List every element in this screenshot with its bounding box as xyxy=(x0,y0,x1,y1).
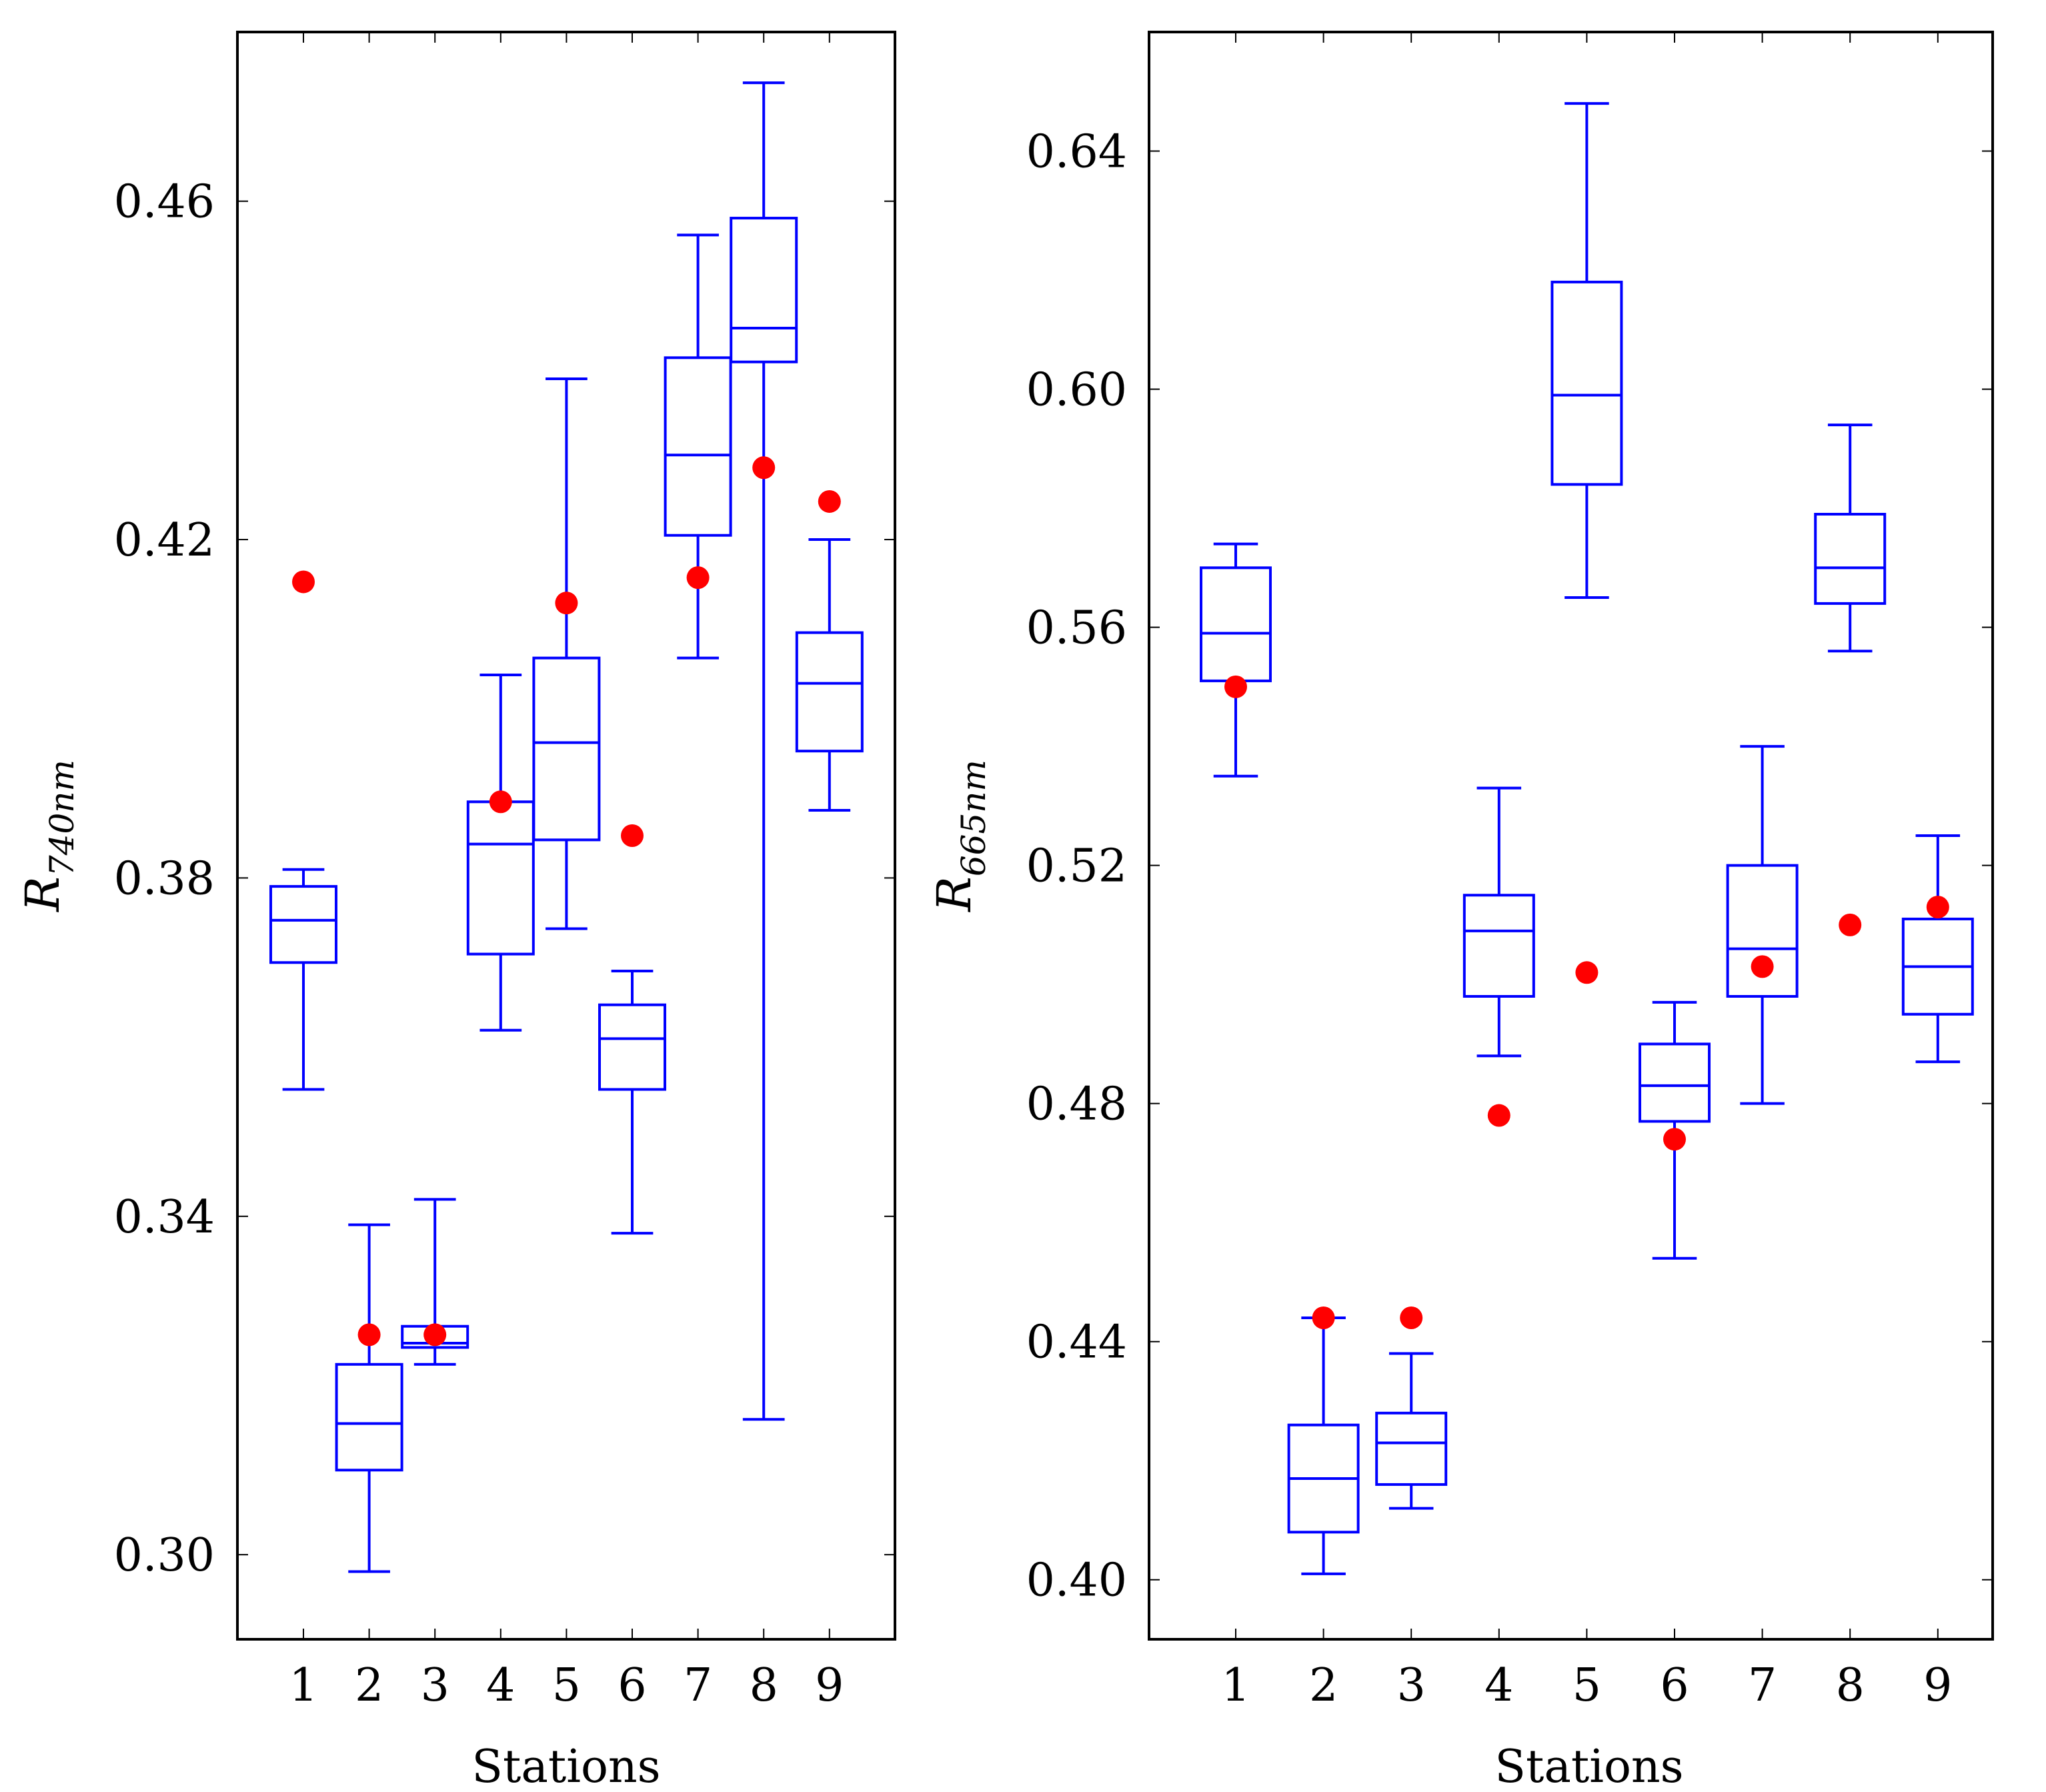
right-y-tick-label: 0.48 xyxy=(1026,1078,1127,1131)
right-x-tick-label: 9 xyxy=(1923,1659,1952,1712)
right-box-station-6 xyxy=(1639,1000,1711,1260)
right-box-station-5 xyxy=(1551,102,1623,599)
right-x-tick-label: 7 xyxy=(1748,1659,1777,1712)
left-y-axis-title: R740nm xyxy=(15,760,81,913)
left-point-station-7 xyxy=(686,566,710,590)
left-box-station-4 xyxy=(466,674,535,1032)
right-point-station-7 xyxy=(1751,955,1774,978)
right-x-tick-label: 8 xyxy=(1836,1659,1865,1712)
right-box-station-4 xyxy=(1462,786,1535,1058)
right-chart-panel: 0.40 0.44 0.48 0.52 0.56 0.60 0.64 1 2 3 4 5 6 7 8 9 St… xyxy=(927,31,1994,1792)
left-y-tick-label: 0.30 xyxy=(114,1529,215,1582)
left-x-tick-label: 5 xyxy=(552,1659,581,1712)
iqr-box xyxy=(269,885,337,964)
right-box-station-8 xyxy=(1814,423,1887,653)
left-y-tick-label: 0.46 xyxy=(114,176,215,229)
right-y-tick-label: 0.52 xyxy=(1026,840,1127,893)
right-point-station-6 xyxy=(1663,1128,1686,1151)
right-y-tick-label: 0.60 xyxy=(1026,364,1127,417)
right-box-station-9 xyxy=(1901,834,1974,1064)
iqr-box xyxy=(730,217,798,363)
iqr-box xyxy=(335,1363,403,1472)
right-x-tick-label: 3 xyxy=(1397,1659,1426,1712)
iqr-box xyxy=(1814,513,1887,605)
right-point-station-2 xyxy=(1312,1306,1335,1329)
left-point-station-8 xyxy=(752,456,776,480)
left-x-tick-label: 8 xyxy=(750,1659,778,1712)
left-x-tick-label: 6 xyxy=(618,1659,646,1712)
left-point-station-9 xyxy=(818,490,841,513)
left-box-station-7 xyxy=(664,233,732,660)
left-box-station-1 xyxy=(269,868,337,1091)
left-x-axis-title: Stations xyxy=(471,1741,660,1792)
right-y-tick-label: 0.64 xyxy=(1026,126,1127,179)
iqr-box xyxy=(664,356,732,537)
left-point-station-6 xyxy=(621,824,644,847)
right-point-station-3 xyxy=(1400,1306,1423,1329)
left-box-station-5 xyxy=(532,377,601,930)
left-x-tick-label: 2 xyxy=(355,1659,383,1712)
iqr-box xyxy=(1375,1411,1448,1486)
iqr-box xyxy=(795,631,864,753)
right-point-station-5 xyxy=(1575,961,1599,984)
left-y-tick-label: 0.34 xyxy=(114,1191,215,1244)
left-y-tick-label: 0.42 xyxy=(114,514,215,567)
iqr-box xyxy=(532,656,601,842)
left-x-tick-label: 4 xyxy=(486,1659,515,1712)
right-x-tick-label: 5 xyxy=(1573,1659,1601,1712)
left-box-station-2 xyxy=(335,1223,403,1573)
left-x-tick-label: 9 xyxy=(815,1659,844,1712)
right-box-station-3 xyxy=(1375,1352,1448,1510)
iqr-box xyxy=(1462,894,1535,998)
left-point-station-1 xyxy=(292,570,315,594)
right-x-tick-label: 1 xyxy=(1221,1659,1250,1712)
right-point-station-4 xyxy=(1487,1104,1510,1127)
left-x-tick-label: 1 xyxy=(289,1659,317,1712)
left-box-station-6 xyxy=(598,969,666,1235)
left-point-station-2 xyxy=(357,1323,381,1347)
right-y-tick-label: 0.44 xyxy=(1026,1316,1127,1369)
left-plot-frame xyxy=(236,31,896,1641)
left-point-station-5 xyxy=(555,592,578,615)
right-y-tick-label: 0.40 xyxy=(1026,1555,1127,1607)
right-plot-frame xyxy=(1148,31,1994,1641)
right-x-tick-label: 4 xyxy=(1484,1659,1513,1712)
iqr-box xyxy=(1726,864,1799,998)
left-point-station-3 xyxy=(423,1323,447,1347)
left-y-tick-label: 0.38 xyxy=(114,852,215,905)
right-x-axis-title: Stations xyxy=(1494,1741,1683,1792)
left-x-tick-label: 7 xyxy=(684,1659,712,1712)
right-point-station-1 xyxy=(1224,675,1247,698)
left-point-station-4 xyxy=(489,790,512,814)
iqr-box xyxy=(1200,566,1272,682)
iqr-box xyxy=(466,800,535,956)
iqr-box xyxy=(1639,1042,1711,1123)
right-point-station-9 xyxy=(1926,896,1949,919)
right-plot-layer: 0.40 0.44 0.48 0.52 0.56 0.60 0.64 1 2 3 4 5 6 7 8 9 xyxy=(1026,32,1993,1712)
right-y-tick-label: 0.56 xyxy=(1026,602,1127,655)
right-x-tick-label: 2 xyxy=(1309,1659,1338,1712)
iqr-box xyxy=(598,1003,666,1091)
right-point-station-8 xyxy=(1839,913,1862,936)
right-box-station-1 xyxy=(1200,542,1272,778)
right-box-station-7 xyxy=(1726,745,1799,1105)
iqr-box xyxy=(1551,280,1623,486)
left-x-tick-label: 3 xyxy=(421,1659,449,1712)
left-plot-layer: 0.30 0.34 0.38 0.42 0.46 1 2 3 4 5 6 7 8 9 xyxy=(114,32,895,1712)
right-x-tick-label: 6 xyxy=(1660,1659,1689,1712)
right-box-station-2 xyxy=(1287,1316,1360,1575)
left-chart-panel: 0.30 0.34 0.38 0.42 0.46 1 2 3 4 5 6 7 8 9 Stations R… xyxy=(15,31,896,1792)
left-box-station-9 xyxy=(795,538,864,812)
left-box-station-8 xyxy=(730,81,798,1421)
right-y-axis-title: R665nm xyxy=(927,760,993,913)
